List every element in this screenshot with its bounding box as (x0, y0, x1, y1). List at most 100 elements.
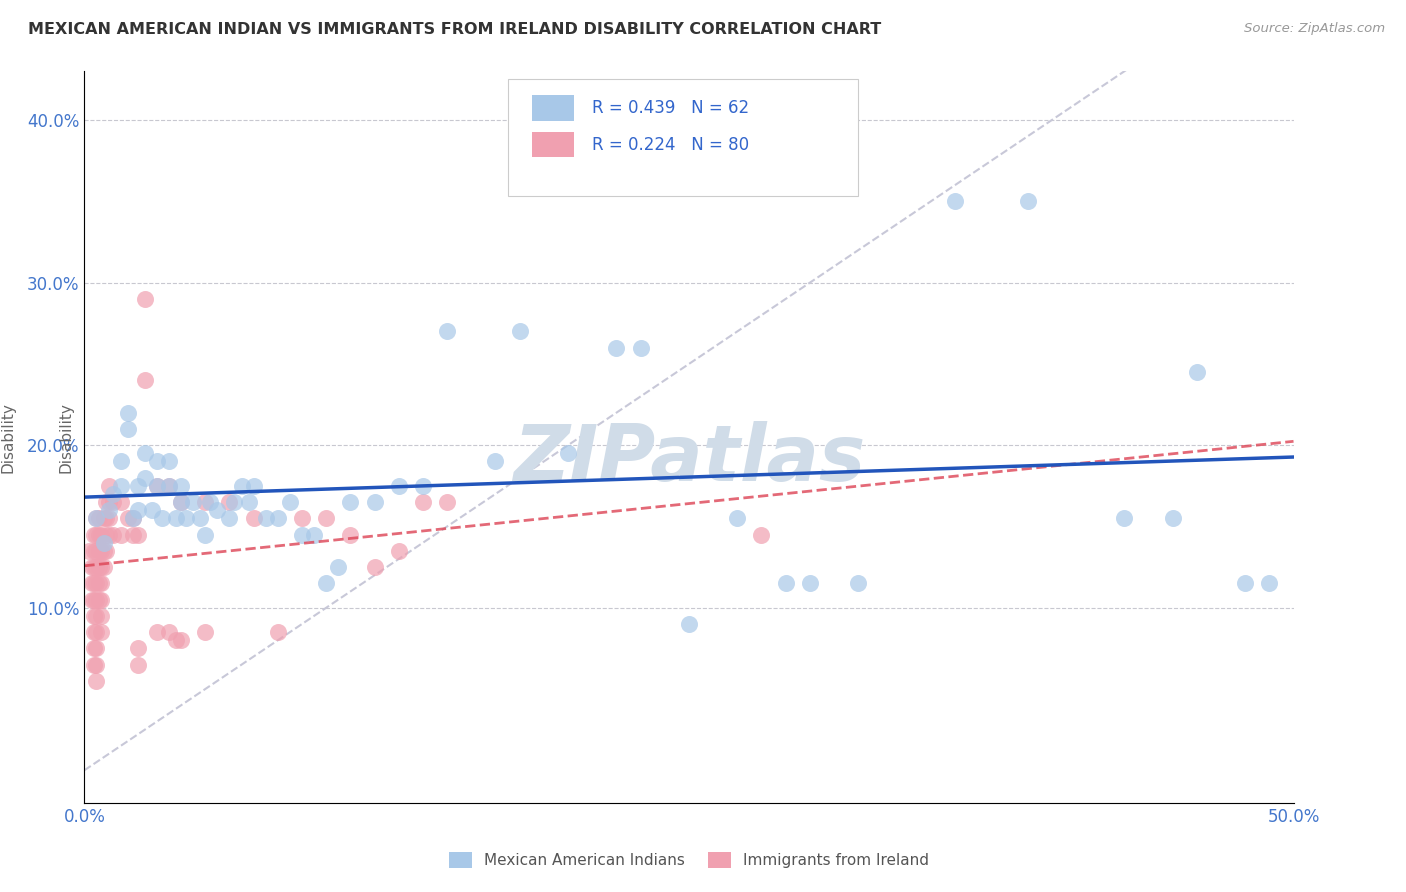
Point (103, 495, 125, 509)
Point (87, 576, 110, 591)
Point (194, 495, 217, 509)
Point (90, 544, 112, 558)
Y-axis label: Disability: Disability (1, 401, 15, 473)
Point (165, 511, 187, 525)
Point (110, 527, 132, 541)
Point (1114, 511, 1136, 525)
Point (484, 454, 506, 468)
Point (90, 527, 112, 541)
Text: MEXICAN AMERICAN INDIAN VS IMMIGRANTS FROM IRELAND DISABILITY CORRELATION CHART: MEXICAN AMERICAN INDIAN VS IMMIGRANTS FR… (28, 22, 882, 37)
Point (80, 576, 103, 591)
Point (83, 641, 105, 656)
Point (127, 479, 149, 493)
Point (90, 625, 112, 640)
Point (80, 560, 103, 574)
Point (363, 495, 385, 509)
Point (103, 487, 125, 501)
Point (86, 576, 108, 591)
Point (509, 325, 531, 339)
Point (121, 511, 143, 525)
Point (363, 560, 385, 574)
Point (110, 495, 132, 509)
Point (315, 511, 337, 525)
Point (412, 495, 434, 509)
Point (83, 544, 105, 558)
Point (86, 511, 108, 525)
Point (93, 535, 115, 549)
Point (238, 495, 260, 509)
Point (94, 527, 117, 541)
Point (83, 608, 105, 623)
Point (141, 503, 163, 517)
Point (83, 576, 105, 591)
Point (231, 479, 253, 493)
Point (86, 657, 108, 672)
Point (412, 479, 434, 493)
Point (134, 471, 156, 485)
Point (291, 511, 314, 525)
Point (134, 373, 156, 387)
Point (174, 511, 197, 525)
Legend: Mexican American Indians, Immigrants from Ireland: Mexican American Indians, Immigrants fro… (449, 853, 929, 868)
Point (90, 592, 112, 607)
Point (121, 511, 143, 525)
Point (97, 527, 120, 541)
Point (436, 495, 458, 509)
Point (170, 633, 193, 648)
Point (388, 544, 411, 558)
Point (93, 544, 115, 558)
Point (94, 495, 117, 509)
Point (86, 608, 108, 623)
Point (157, 479, 180, 493)
Point (93, 511, 115, 525)
Point (157, 479, 180, 493)
Point (170, 495, 193, 509)
Point (86, 527, 108, 541)
Point (94, 511, 117, 525)
Point (339, 495, 361, 509)
Point (1258, 576, 1281, 591)
FancyBboxPatch shape (508, 78, 858, 195)
Point (190, 511, 212, 525)
Point (127, 527, 149, 541)
Point (127, 641, 149, 656)
Point (146, 454, 169, 468)
Point (83, 625, 105, 640)
Point (198, 495, 221, 509)
Point (117, 511, 139, 525)
Point (799, 576, 821, 591)
Point (97, 511, 120, 525)
Point (630, 341, 652, 355)
Point (90, 560, 112, 574)
Point (775, 576, 797, 591)
Point (127, 657, 149, 672)
Point (83, 527, 105, 541)
Point (218, 511, 240, 525)
Point (302, 527, 325, 541)
Text: R = 0.224   N = 80: R = 0.224 N = 80 (592, 136, 749, 153)
Point (436, 325, 458, 339)
Point (146, 479, 169, 493)
Point (678, 617, 700, 632)
Point (1185, 365, 1208, 379)
Point (90, 576, 112, 591)
Text: R = 0.439   N = 62: R = 0.439 N = 62 (592, 99, 749, 117)
Point (86, 625, 108, 640)
Point (328, 560, 350, 574)
Point (157, 625, 180, 640)
Point (605, 341, 627, 355)
Point (86, 592, 108, 607)
Point (242, 511, 264, 525)
Point (97, 495, 120, 509)
Point (87, 544, 110, 558)
Point (127, 503, 149, 517)
Point (146, 625, 169, 640)
Point (846, 576, 869, 591)
Point (943, 194, 966, 209)
Point (146, 479, 169, 493)
Point (267, 625, 290, 640)
Point (87, 560, 110, 574)
Point (254, 511, 277, 525)
Point (339, 527, 361, 541)
Point (1017, 194, 1039, 209)
